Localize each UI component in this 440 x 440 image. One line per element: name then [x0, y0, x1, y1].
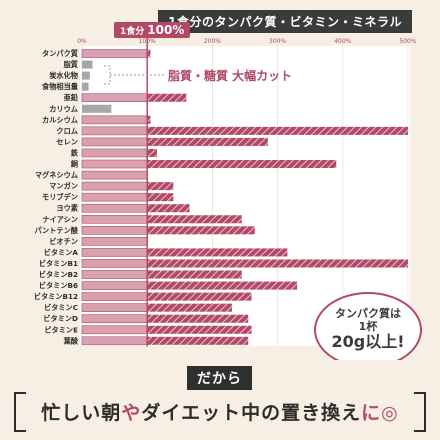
bar-excess: [147, 93, 187, 102]
cta-part4: に◎: [361, 401, 399, 424]
badge-small-text: 1食分: [120, 27, 145, 37]
category-label: 炭水化物: [49, 71, 78, 80]
x-tick-label: 400%: [334, 38, 351, 45]
bar-excess: [147, 226, 255, 235]
bar: [81, 292, 148, 301]
bar: [81, 148, 148, 158]
bar-excess: [147, 281, 298, 290]
category-label: マンガン: [49, 182, 78, 191]
category-label: パントテン酸: [35, 226, 79, 235]
category-label: 鉄: [71, 148, 79, 157]
bar-excess: [147, 248, 288, 257]
bar: [81, 226, 148, 235]
category-label: ビタミンB2: [39, 270, 78, 279]
bar: [82, 71, 90, 80]
bar-excess: [147, 137, 268, 146]
bar: [82, 82, 89, 91]
x-tick-label: 0%: [77, 38, 87, 45]
category-label: ビタミンA: [44, 248, 79, 257]
bar-excess: [147, 270, 242, 279]
bar: [81, 159, 148, 169]
category-label: ビタミンB1: [39, 259, 78, 268]
bar: [81, 126, 148, 136]
bar-excess: [147, 325, 252, 334]
cta-bracket-left: [14, 392, 26, 432]
bar: [82, 60, 93, 69]
category-label: マグネシウム: [35, 171, 78, 180]
x-tick-label: 500%: [399, 38, 416, 45]
category-label: 葉酸: [63, 336, 79, 345]
hundred-percent-badge: 1食分 100%: [114, 22, 191, 38]
bar-excess: [147, 148, 157, 157]
category-label: ナイアシン: [42, 215, 78, 224]
chart-title: 1食分のタンパク質・ビタミン・ミネラル: [158, 10, 412, 33]
category-label: 食物相当量: [41, 82, 79, 91]
bar: [81, 115, 148, 125]
bar: [81, 192, 148, 202]
category-label: タンパク質: [42, 49, 78, 58]
bar: [81, 49, 148, 58]
bar: [81, 203, 148, 213]
bar: [81, 181, 148, 191]
bar: [81, 281, 148, 290]
category-label: ビタミンB6: [39, 281, 78, 290]
bar-excess: [147, 49, 151, 58]
x-tick-label: 200%: [204, 38, 221, 45]
bar: [81, 248, 148, 257]
cta-text: 忙しい朝やダイエット中の置き換え に◎: [24, 396, 416, 426]
category-label: クロム: [56, 126, 78, 135]
category-label: カルシウム: [42, 115, 78, 124]
cta-part1: 忙しい朝: [41, 401, 122, 424]
bar-excess: [147, 160, 337, 169]
bar-excess: [147, 204, 190, 213]
bar: [81, 270, 148, 279]
category-label: ビタミンB12: [34, 292, 78, 301]
cta-lead: だから: [187, 366, 252, 390]
bar: [81, 303, 148, 312]
bar: [81, 325, 148, 335]
bar-excess: [147, 182, 174, 191]
category-label: ビタミンC: [44, 303, 78, 312]
bar: [81, 259, 148, 268]
bar: [81, 314, 148, 324]
category-label: ビタミンE: [44, 325, 78, 334]
cta-part2: や: [121, 401, 142, 424]
bubble-line3: 20g以上!: [331, 332, 405, 352]
category-label: 銅: [71, 160, 78, 169]
bar: [81, 214, 148, 224]
bar-excess: [147, 259, 408, 268]
cta-part3: ダイエット中の置き換え: [141, 401, 362, 424]
badge-big-text: 100%: [147, 23, 185, 37]
bar: [81, 93, 148, 103]
bubble-line1: タンパク質は: [335, 307, 401, 321]
bubble-line2: 1杯: [358, 319, 378, 333]
bar-excess: [147, 314, 249, 323]
bar-excess: [147, 215, 242, 224]
bar: [81, 170, 148, 180]
category-label: セレン: [56, 137, 78, 146]
bar-excess: [147, 115, 151, 124]
bar-excess: [147, 292, 252, 301]
category-label: 亜鉛: [64, 93, 79, 102]
category-label: ヨウ素: [56, 204, 78, 213]
category-label: ビオチン: [49, 237, 78, 246]
bar-excess: [147, 193, 174, 202]
category-label: 脂質: [63, 60, 78, 69]
category-label: カリウム: [49, 104, 78, 113]
bar-excess: [147, 303, 232, 312]
bar: [82, 104, 112, 113]
x-tick-label: 300%: [269, 38, 286, 45]
bar: [81, 237, 148, 246]
bar-excess: [147, 336, 249, 345]
category-label: モリブデン: [42, 193, 78, 202]
bar-excess: [147, 126, 408, 135]
bar: [81, 336, 148, 346]
cta-bracket-right: [414, 392, 426, 432]
bar: [81, 137, 148, 147]
category-label: ビタミンD: [43, 314, 78, 323]
protein-bubble: タンパク質は 1杯 20g以上!: [314, 292, 422, 368]
